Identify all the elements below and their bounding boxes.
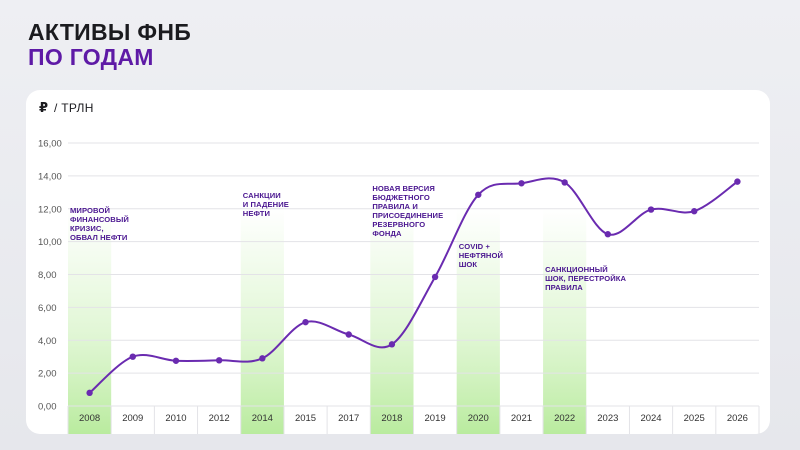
x-tick-label: 2010 — [165, 413, 186, 424]
x-tick-label: 2025 — [684, 413, 705, 424]
annotation-line: ПРАВИЛА — [545, 283, 583, 292]
annotation-line: COVID + — [459, 242, 491, 251]
y-tick-label: 10,00 — [38, 237, 62, 248]
x-tick-label: 2019 — [425, 413, 446, 424]
annotation-line: ФОНДА — [372, 229, 402, 238]
ruble-icon: ₽ — [39, 100, 49, 115]
y-tick-label: 14,00 — [38, 171, 62, 182]
annotation-line: САНКЦИИ — [243, 191, 281, 200]
data-point-2015 — [302, 318, 309, 326]
chart-card: ₽ / ТРЛН 0,00 2,00 4,00 6,00 8,00 10,00 12,00 1… — [26, 90, 770, 434]
x-tick-label: 2009 — [122, 413, 143, 424]
x-tick-label: 2022 — [554, 413, 575, 424]
annotation-line: ШОК, ПЕРЕСТРОЙКА — [545, 274, 626, 283]
x-tick-label: 2026 — [727, 413, 748, 424]
page-title: АКТИВЫ ФНБ ПО ГОДАМ — [28, 20, 191, 70]
highlight-column-2018 — [370, 208, 414, 434]
x-tick-label: 2023 — [597, 413, 618, 424]
annotation-2014: САНКЦИИ И ПАДЕНИЕ НЕФТИ — [243, 191, 289, 218]
x-tick-label: 2021 — [511, 413, 532, 424]
title-line-1: АКТИВЫ ФНБ — [28, 19, 192, 45]
highlight-column-2022 — [543, 208, 587, 434]
unit-text: / ТРЛН — [54, 101, 94, 115]
data-point-2021 — [518, 180, 525, 187]
y-tick-label: 16,00 — [38, 139, 62, 150]
y-tick-label: 0,00 — [38, 402, 57, 413]
annotation-line: БЮДЖЕТНОГО — [372, 193, 430, 202]
data-point-2022 — [561, 179, 568, 186]
data-point-2014 — [259, 355, 266, 362]
x-tick-label: 2008 — [79, 413, 100, 424]
data-point-2017 — [345, 331, 352, 338]
unit-label: ₽ / ТРЛН — [39, 100, 94, 116]
y-tick-label: 12,00 — [38, 204, 62, 215]
annotation-line: САНКЦИОННЫЙ — [545, 265, 608, 274]
title-line-2: ПО ГОДАМ — [28, 44, 154, 70]
annotation-line: РЕЗЕРВНОГО — [372, 220, 425, 229]
highlight-column-2008 — [68, 208, 112, 434]
annotation-line: И ПАДЕНИЕ — [243, 200, 289, 209]
line-chart: 0,00 2,00 4,00 6,00 8,00 10,00 12,00 14,00 16,00… — [38, 139, 760, 434]
annotation-line: ПРИСОЕДИНЕНИЕ — [372, 211, 443, 220]
highlight-column-2014 — [240, 208, 284, 434]
data-point-2008 — [86, 389, 93, 397]
data-point-2026 — [734, 178, 741, 185]
x-tick-label: 2017 — [338, 413, 359, 424]
annotation-line: НОВАЯ ВЕРСИЯ — [372, 184, 435, 193]
x-tick-label: 2020 — [468, 413, 489, 424]
data-point-2019 — [431, 273, 439, 281]
x-tick-label: 2024 — [640, 413, 661, 424]
data-point-2023 — [604, 231, 612, 238]
data-point-2020 — [475, 191, 482, 198]
data-point-2012 — [215, 357, 223, 364]
x-tick-label: 2012 — [209, 413, 230, 424]
annotation-line: НЕФТИ — [243, 209, 270, 218]
data-point-2010 — [172, 357, 180, 364]
x-tick-label: 2014 — [252, 413, 273, 424]
y-tick-label: 4,00 — [38, 336, 57, 347]
annotation-line: ПРАВИЛА И — [372, 202, 418, 211]
annotation-line: МИРОВОЙ — [70, 206, 110, 215]
annotation-2020: COVID + НЕФТЯНОЙ ШОК — [459, 242, 503, 269]
x-tick-label: 2015 — [295, 413, 316, 424]
annotation-2022: САНКЦИОННЫЙ ШОК, ПЕРЕСТРОЙКА ПРАВИЛА — [545, 265, 626, 292]
y-tick-label: 6,00 — [38, 303, 57, 314]
data-point-2018 — [388, 341, 396, 348]
annotation-line: НЕФТЯНОЙ — [459, 251, 503, 260]
data-point-2025 — [691, 208, 698, 215]
annotation-2018: НОВАЯ ВЕРСИЯ БЮДЖЕТНОГО ПРАВИЛА И ПРИСОЕДИН… — [372, 184, 443, 238]
series-line — [88, 177, 738, 394]
data-point-2009 — [129, 353, 136, 360]
x-tick-label: 2018 — [381, 413, 402, 424]
y-tick-label: 8,00 — [38, 270, 57, 281]
annotation-line: КРИЗИС, — [70, 224, 104, 233]
annotation-line: ФИНАНСОВЫЙ — [70, 215, 129, 224]
highlight-column-2020 — [456, 208, 500, 434]
annotation-2008: МИРОВОЙ ФИНАНСОВЫЙ КРИЗИС, ОБВАЛ НЕФТИ — [70, 206, 129, 242]
data-point-2024 — [647, 206, 655, 213]
annotation-line: ШОК — [459, 260, 478, 269]
annotation-line: ОБВАЛ НЕФТИ — [70, 233, 127, 242]
y-tick-label: 2,00 — [38, 369, 57, 380]
